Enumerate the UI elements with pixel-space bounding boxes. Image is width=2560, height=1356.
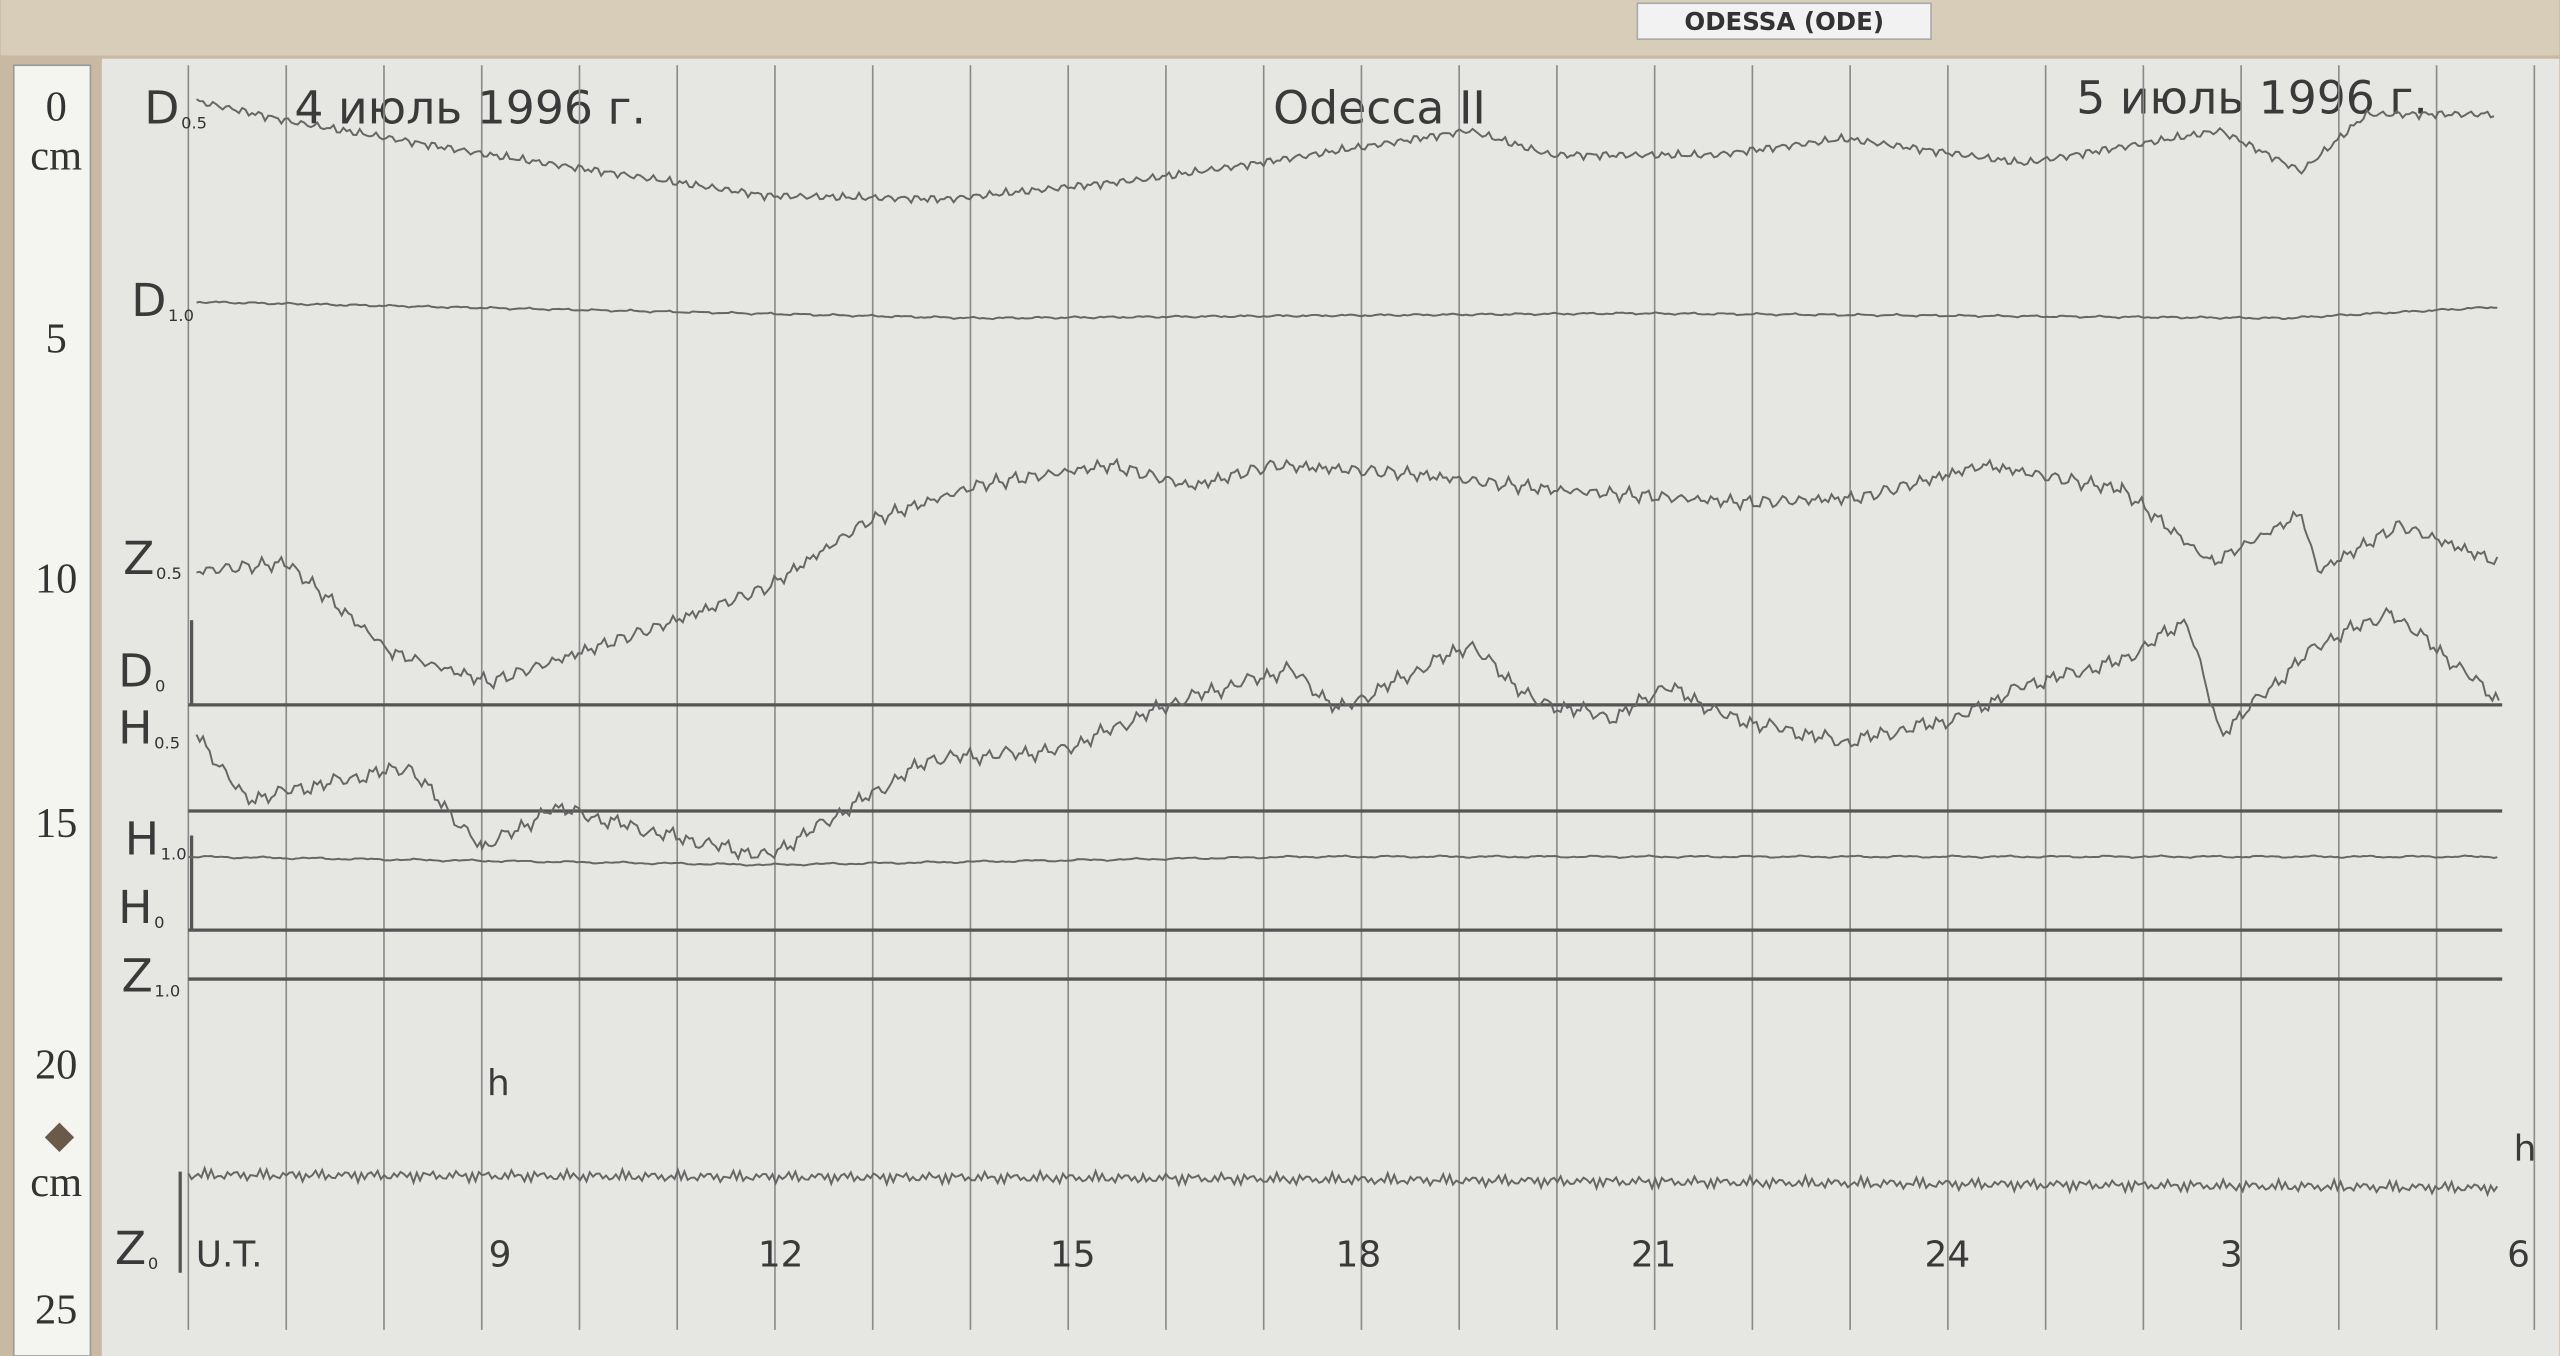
trace xyxy=(196,98,2495,205)
trace-label: Z xyxy=(123,532,154,585)
hour-label: 12 xyxy=(758,1234,804,1275)
label-box-text: ODESSA (ODE) xyxy=(1684,7,1884,36)
trace xyxy=(188,854,2498,867)
ruler-label: 5 xyxy=(46,315,67,362)
trace-label-sub: 1.0 xyxy=(161,845,187,864)
ruler-diamond xyxy=(44,1122,75,1153)
trace-label: H xyxy=(118,881,152,934)
trace-label-sub: 0 xyxy=(148,1254,158,1273)
trace xyxy=(195,606,2500,862)
hour-label: 15 xyxy=(1050,1234,1096,1275)
trace-label-sub: 0 xyxy=(154,913,164,932)
hour-label: 24 xyxy=(1925,1234,1971,1275)
station: Odecca II xyxy=(1273,81,1486,134)
hour-label: 6 xyxy=(2507,1234,2530,1275)
trace-label-sub: 0.5 xyxy=(181,114,207,133)
ruler-label: cm xyxy=(30,133,82,180)
ruler-label: 15 xyxy=(35,800,77,847)
trace-label: Z xyxy=(115,1222,146,1275)
trace xyxy=(196,300,2498,321)
trace xyxy=(187,1165,2499,1198)
ruler-label: 10 xyxy=(35,555,77,602)
ruler-label: 0 xyxy=(46,84,67,131)
hour-label: 9 xyxy=(489,1234,512,1275)
hour-label: 18 xyxy=(1335,1234,1381,1275)
trace-label: D xyxy=(131,274,166,327)
hour-unit: h xyxy=(2514,1128,2537,1169)
trace-label-sub: 0 xyxy=(155,676,165,695)
right-date: 5 июль 1996 г. xyxy=(2076,72,2428,125)
trace-label: Z xyxy=(121,950,152,1003)
trace-label: D xyxy=(118,644,153,697)
ruler-label: 25 xyxy=(35,1286,77,1333)
hour-label: U.T. xyxy=(196,1234,263,1275)
hour-label: 3 xyxy=(2220,1234,2243,1275)
trace-label-sub: 0.5 xyxy=(156,564,182,583)
ruler-label: 20 xyxy=(35,1042,77,1089)
label-box xyxy=(1636,2,1932,40)
upper-strip xyxy=(0,0,2560,56)
trace-label: H xyxy=(125,812,159,865)
trace-label: D xyxy=(144,81,179,134)
trace xyxy=(196,457,2499,691)
trace-label-sub: 0.5 xyxy=(154,734,180,753)
trace-label-sub: 1.0 xyxy=(154,982,180,1001)
trace-label-sub: 1.0 xyxy=(168,306,194,325)
hour-unit: h xyxy=(487,1063,510,1104)
ruler-label: cm xyxy=(30,1159,82,1206)
left-date: 4 июль 1996 г. xyxy=(294,81,646,134)
hour-label: 21 xyxy=(1631,1234,1677,1275)
trace-label: H xyxy=(118,702,152,755)
